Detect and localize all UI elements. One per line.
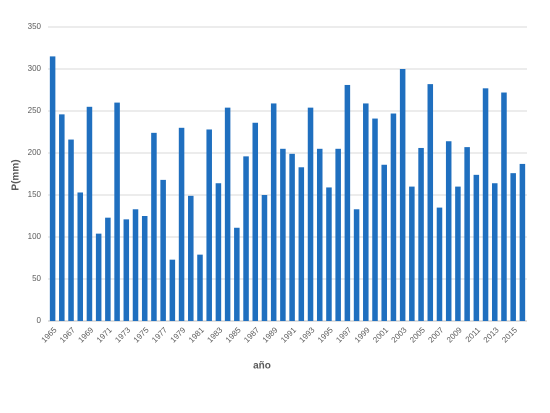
y-tick-label: 0: [37, 316, 42, 325]
bar: [418, 147, 424, 321]
bar: [252, 122, 259, 321]
bar: [316, 148, 323, 321]
bar: [114, 102, 120, 321]
bar: [59, 114, 65, 321]
bar: [151, 132, 157, 321]
bar: [409, 186, 415, 321]
bar: [344, 84, 351, 322]
bar: [188, 195, 194, 321]
x-tick-label: 1967: [58, 325, 77, 344]
x-tick-label: 1985: [224, 325, 243, 344]
bar: [326, 187, 332, 321]
y-tick-label: 200: [28, 148, 42, 157]
bar: [86, 106, 93, 321]
bar: [335, 148, 341, 321]
bar: [68, 139, 74, 321]
bar: [307, 107, 314, 321]
bar: [445, 141, 452, 321]
x-tick-label: 2009: [445, 325, 464, 344]
bar: [123, 219, 130, 321]
bar: [206, 129, 212, 321]
x-tick-label: 1995: [316, 325, 335, 344]
bar: [372, 118, 378, 321]
y-tick-label: 350: [28, 22, 42, 31]
bar: [436, 207, 443, 321]
x-tick-label: 2013: [482, 325, 501, 344]
bar: [390, 113, 397, 322]
x-tick-label: 1965: [40, 325, 59, 344]
x-tick-label: 2003: [390, 325, 409, 344]
bar: [510, 173, 516, 321]
bar: [270, 103, 277, 321]
x-tick-label: 1969: [76, 325, 95, 344]
x-tick-label: 2001: [371, 325, 390, 344]
bar: [464, 147, 470, 321]
x-tick-label: 2011: [464, 325, 483, 344]
bar: [491, 183, 498, 321]
x-tick-label: 1981: [187, 325, 206, 344]
bar: [501, 92, 507, 322]
x-axis-title: año: [253, 361, 271, 372]
bar: [224, 107, 231, 321]
bar: [160, 179, 166, 321]
x-tick-label: 1971: [95, 325, 114, 344]
x-tick-label: 2015: [500, 325, 519, 344]
x-tick-label: 1977: [150, 325, 169, 344]
bar: [381, 164, 387, 321]
bar: [353, 209, 360, 321]
bar: [427, 84, 434, 322]
bar: [280, 148, 286, 321]
x-tick-label: 1993: [297, 325, 316, 344]
bar: [132, 209, 139, 321]
bar: [261, 195, 268, 321]
bar: [363, 103, 369, 321]
x-tick-label: 1999: [353, 325, 372, 344]
bar: [298, 167, 305, 321]
x-tick-label: 1983: [205, 325, 224, 344]
x-tick-label: 1979: [169, 325, 188, 344]
y-tick-label: 300: [28, 64, 42, 73]
y-tick-label: 100: [28, 232, 42, 241]
x-tick-label: 1973: [113, 325, 132, 344]
bar: [77, 192, 84, 321]
bar: [289, 153, 295, 321]
bar: [399, 69, 406, 321]
y-tick-label: 50: [32, 274, 41, 283]
y-axis-title: P(mm): [11, 159, 22, 190]
bar: [243, 156, 249, 321]
bar: [519, 163, 526, 321]
bar: [49, 56, 56, 322]
bar: [141, 216, 148, 321]
x-tick-label: 1989: [261, 325, 280, 344]
bar: [482, 88, 489, 321]
bar: [473, 174, 480, 321]
x-tick-label: 2005: [408, 325, 427, 344]
x-tick-label: 1997: [334, 325, 353, 344]
y-tick-label: 150: [28, 190, 42, 199]
bar: [178, 127, 185, 321]
x-tick-label: 1987: [242, 325, 261, 344]
bar: [197, 254, 203, 321]
x-tick-label: 1991: [279, 325, 298, 344]
bar: [234, 227, 240, 321]
bar: [95, 233, 102, 321]
bar: [455, 186, 461, 321]
bar: [215, 183, 222, 321]
bar: [169, 259, 176, 321]
x-tick-label: 1975: [132, 325, 151, 344]
bar: [105, 217, 111, 321]
y-tick-label: 250: [28, 106, 42, 115]
x-tick-label: 2007: [426, 325, 445, 344]
